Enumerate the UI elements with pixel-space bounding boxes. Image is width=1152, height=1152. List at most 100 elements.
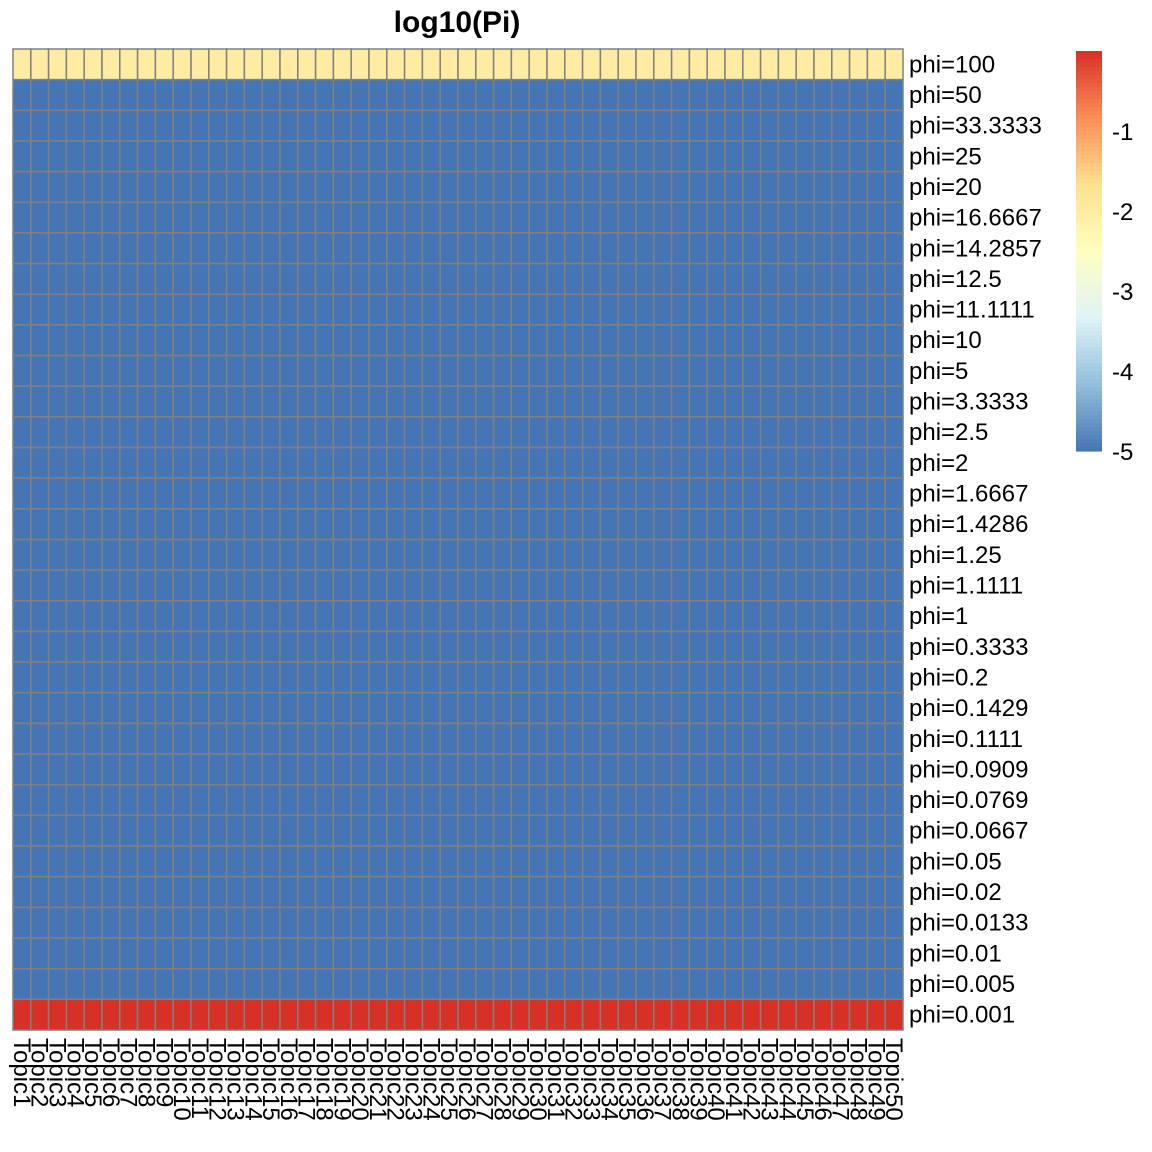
heatmap-cell: [119, 784, 139, 817]
heatmap-cell: [65, 692, 85, 725]
column-label: Topic14: [239, 1038, 266, 1121]
heatmap-cell: [314, 446, 335, 479]
heatmap-cell: [243, 170, 263, 204]
column-label: Topic15: [257, 1038, 284, 1121]
heatmap-cell: [457, 600, 477, 633]
heatmap-cell: [653, 201, 673, 234]
column-label: Topic23: [400, 1038, 427, 1121]
heatmap-cell: [279, 262, 299, 295]
heatmap-cell: [421, 324, 441, 357]
heatmap-cell: [332, 753, 352, 786]
heatmap-cell: [119, 201, 139, 234]
heatmap-cell: [403, 845, 424, 878]
heatmap-cell: [261, 692, 281, 725]
heatmap-cell: [653, 446, 673, 479]
heatmap-cell: [688, 538, 708, 571]
colorbar-segment: [1076, 407, 1102, 412]
heatmap-cell: [599, 477, 619, 510]
heatmap-cell: [136, 48, 157, 81]
colorbar-segment: [1076, 247, 1102, 252]
heatmap-cell: [581, 201, 602, 234]
heatmap-cell: [742, 78, 762, 112]
heatmap-cell: [101, 814, 121, 847]
heatmap-cell: [848, 753, 869, 786]
heatmap-cell: [101, 569, 121, 602]
heatmap-cell: [670, 232, 691, 265]
heatmap-cell: [261, 201, 281, 234]
heatmap-cell: [831, 262, 851, 295]
heatmap-cell: [546, 354, 566, 387]
heatmap-cell: [706, 998, 726, 1031]
heatmap-cell: [492, 354, 513, 387]
heatmap-cell: [653, 293, 673, 326]
heatmap-cell: [47, 48, 68, 81]
heatmap-cell: [261, 937, 281, 970]
heatmap-cell: [368, 722, 388, 755]
heatmap-cell: [884, 661, 904, 694]
heatmap-cell: [724, 569, 744, 602]
heatmap-cell: [439, 630, 459, 663]
heatmap-cell: [884, 324, 904, 357]
heatmap-cell: [47, 385, 68, 418]
heatmap-cell: [492, 661, 513, 694]
heatmap-cell: [261, 845, 281, 878]
heatmap-cell: [670, 600, 691, 633]
heatmap-cell: [47, 875, 68, 909]
heatmap-cell: [261, 967, 281, 1001]
heatmap-cell: [12, 600, 32, 633]
column-label: Topic50: [880, 1038, 907, 1121]
heatmap-cell: [172, 661, 192, 694]
heatmap-cell: [172, 967, 192, 1001]
heatmap-cell: [510, 416, 530, 449]
heatmap-cell: [528, 109, 548, 142]
heatmap-cell: [136, 354, 157, 387]
heatmap-cell: [208, 140, 228, 173]
heatmap-cell: [581, 48, 602, 81]
heatmap-cell: [528, 600, 548, 633]
heatmap-cell: [706, 324, 726, 357]
heatmap-cell: [136, 845, 157, 878]
heatmap-cell: [403, 538, 424, 571]
heatmap-cell: [795, 753, 815, 786]
heatmap-cell: [386, 109, 406, 142]
heatmap-cell: [564, 109, 584, 142]
heatmap-cell: [706, 140, 726, 173]
heatmap-cell: [279, 630, 299, 663]
heatmap-cell: [403, 875, 424, 909]
column-label: Topic41: [720, 1038, 747, 1121]
heatmap-cell: [635, 538, 655, 571]
heatmap-cell: [653, 906, 673, 939]
heatmap-cell: [635, 967, 655, 1001]
heatmap-cell: [581, 446, 602, 479]
heatmap-cell: [884, 998, 904, 1031]
heatmap-cell: [261, 262, 281, 295]
heatmap-cell: [617, 385, 637, 418]
heatmap-cell: [795, 600, 815, 633]
heatmap-cell: [368, 416, 388, 449]
colorbar-segment: [1076, 199, 1102, 204]
heatmap-cell: [190, 477, 210, 510]
heatmap-cell: [136, 753, 157, 786]
heatmap-cell: [688, 692, 708, 725]
heatmap-cell: [670, 630, 691, 663]
heatmap-cell: [848, 906, 869, 939]
heatmap-cell: [368, 508, 388, 541]
heatmap-cell: [831, 814, 851, 847]
row-label: phi=0.0667: [909, 818, 1028, 845]
heatmap-cell: [742, 446, 762, 479]
heatmap-cell: [243, 109, 263, 142]
heatmap-cell: [386, 140, 406, 173]
heatmap-cell: [30, 262, 50, 295]
heatmap-cell: [884, 140, 904, 173]
heatmap-cell: [101, 875, 121, 909]
heatmap-cell: [47, 845, 68, 878]
heatmap-cell: [759, 630, 780, 663]
heatmap-cell: [208, 262, 228, 295]
heatmap-cell: [225, 692, 246, 725]
heatmap-cell: [581, 845, 602, 878]
heatmap-cell: [403, 201, 424, 234]
heatmap-cell: [65, 232, 85, 265]
heatmap-cell: [136, 692, 157, 725]
heatmap-cell: [119, 477, 139, 510]
heatmap-cell: [261, 446, 281, 479]
